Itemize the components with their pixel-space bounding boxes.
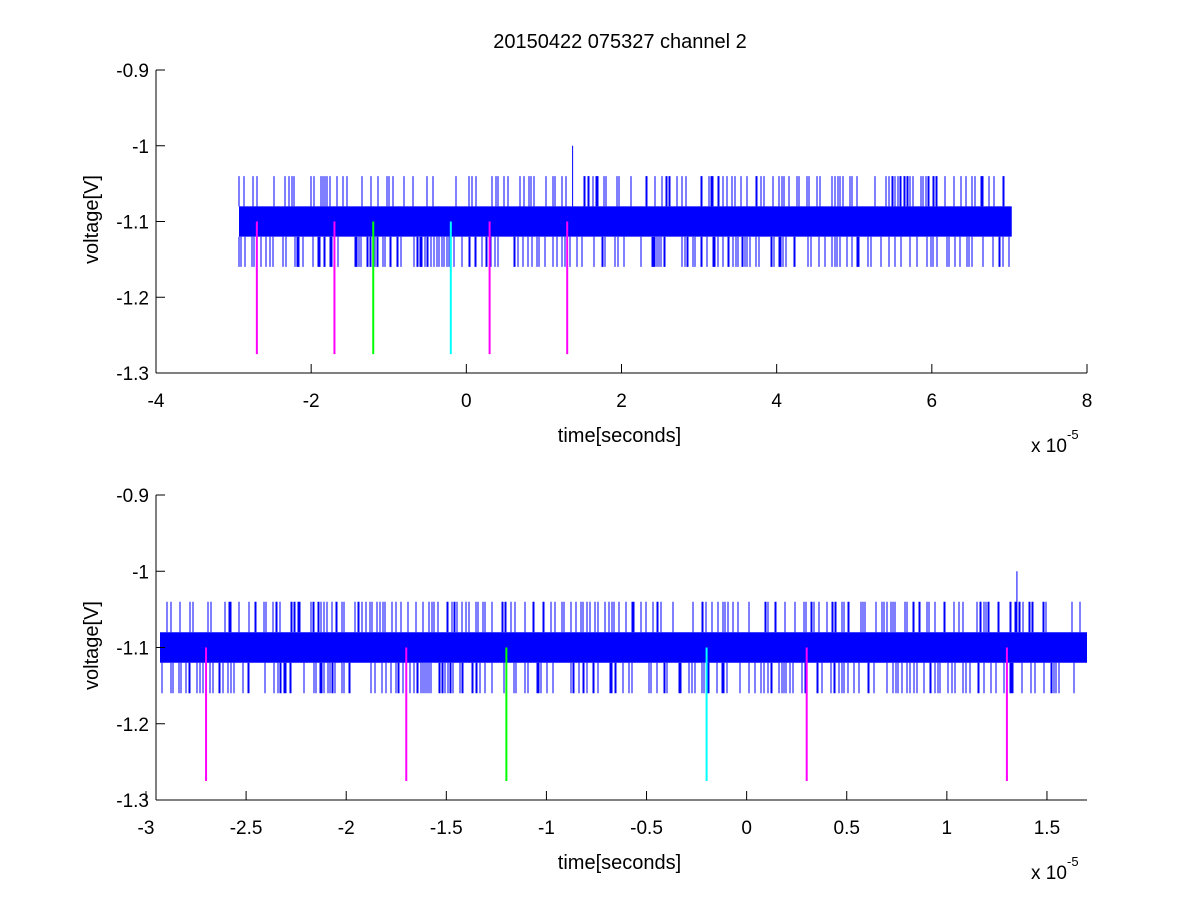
x-tick-label: -2.5 [230,818,263,839]
x-tick-label: -1.5 [430,818,463,839]
y-tick-label: -1.2 [116,288,149,309]
x-tick-label: -1 [538,818,555,839]
x-exponent-label: x 10 [1031,863,1067,884]
x-tick-label: 0.5 [834,818,860,839]
x-axis-label: time[seconds] [558,852,681,874]
signal-band [239,206,1012,237]
y-tick-label: -1.3 [116,791,149,812]
x-tick-label: 1.5 [1034,818,1060,839]
y-tick-label: -1.1 [116,639,149,660]
x-tick-label: 4 [771,391,782,412]
y-axis-label: voltage[V] [81,601,103,690]
signal-noise [238,176,1010,267]
top-plot: -0.9 -1 -1.1 -1.2 -1.3 -4 -2 0 2 4 6 8 time[seconds]… [81,61,1092,457]
x-tick-label: 2 [616,391,627,412]
x-tick-label: -0.5 [630,818,663,839]
x-exponent-power: -5 [1067,427,1079,442]
x-tick-label: 1 [942,818,953,839]
x-tick-label: 8 [1082,391,1093,412]
y-tick-label: -1 [132,137,149,158]
x-exponent-label: x 10 [1031,436,1067,457]
x-tick-label: 0 [741,818,752,839]
y-tick-label: -0.9 [116,486,149,507]
chart-title: 20150422 075327 channel 2 [493,31,747,53]
x-tick-label: 6 [927,391,938,412]
y-tick-label: -1.3 [116,364,149,385]
signal-noise [161,601,1081,694]
x-tick-label: -2 [303,391,320,412]
x-exponent-power: -5 [1067,854,1079,869]
bottom-plot: -0.9 -1 -1.1 -1.2 -1.3 -3 -2.5 -2 -1.5 -1 -0.5 0 0.5… [81,486,1088,884]
x-tick-label: -3 [138,818,155,839]
y-axis-label: voltage[V] [81,175,103,264]
x-tick-label: -4 [148,391,165,412]
x-tick-label: 0 [461,391,472,412]
y-tick-label: -1.2 [116,715,149,736]
x-axis-label: time[seconds] [558,425,681,447]
signal-band [160,632,1088,663]
y-tick-label: -0.9 [116,61,149,82]
y-tick-label: -1.1 [116,213,149,234]
y-tick-label: -1 [132,562,149,583]
x-tick-label: -2 [338,818,355,839]
